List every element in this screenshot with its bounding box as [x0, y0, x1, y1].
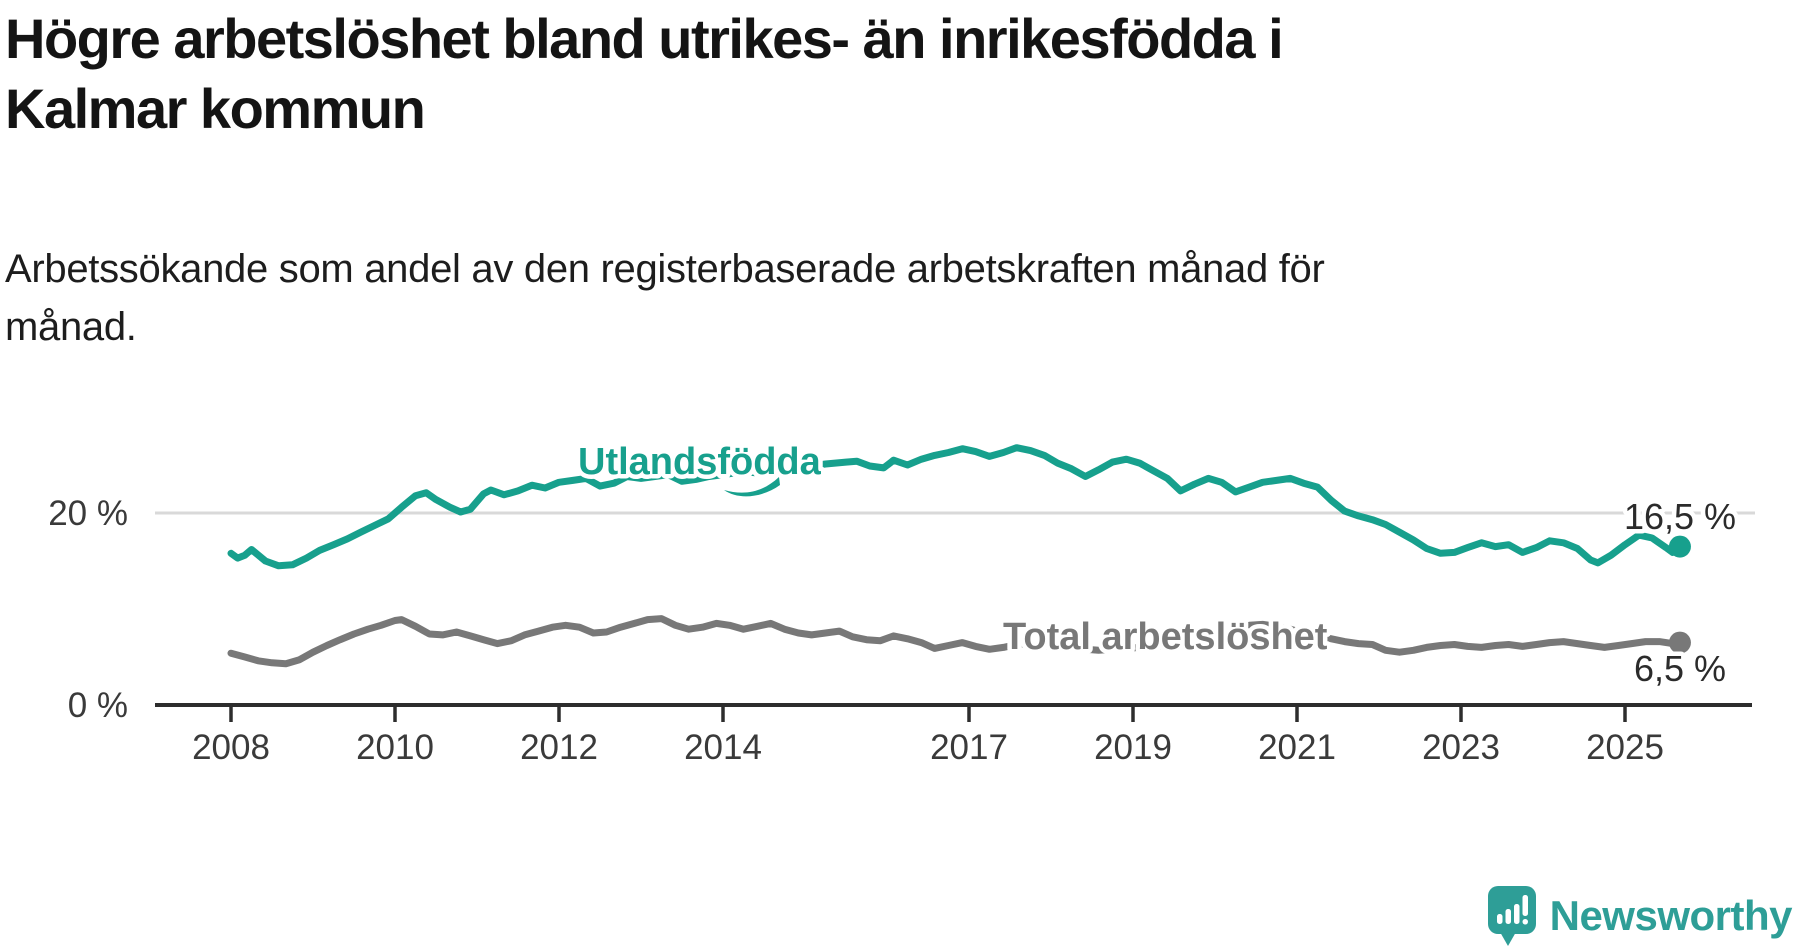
x-tick-label-2021: 2021: [1258, 728, 1336, 767]
chart-subtitle: Arbetssökande som andel av den registerb…: [5, 240, 1325, 356]
x-axis-ticks: 2008 2010 2012 2014 2017 2019 2021 2023 2025: [192, 705, 1664, 767]
series-end-dot-1: [1668, 631, 1691, 654]
x-tick-label-2014: 2014: [684, 728, 762, 767]
title-line-1: Högre arbetslöshet bland utrikes- än inr…: [5, 7, 1284, 70]
title-line-2: Kalmar kommun: [5, 77, 426, 140]
data-series: [227, 444, 1691, 668]
subtitle-line-2: månad.: [5, 305, 137, 349]
y-tick-label-0: 0 %: [68, 686, 128, 725]
end-value-label-total: 6,5 %: [1634, 648, 1726, 689]
y-tick-label-20: 20 %: [48, 494, 128, 533]
newsworthy-logo: Newsworthy: [1487, 886, 1793, 946]
x-tick-label-2017: 2017: [930, 728, 1008, 767]
series-line-0: [227, 444, 1684, 570]
series-line-1: [227, 615, 1684, 668]
x-tick-label-2019: 2019: [1094, 728, 1172, 767]
x-tick-label-2025: 2025: [1586, 728, 1664, 767]
x-tick-label-2012: 2012: [520, 728, 598, 767]
x-tick-label-2023: 2023: [1422, 728, 1500, 767]
x-tick-label-2010: 2010: [356, 728, 434, 767]
end-value-label-utlandsfodda: 16,5 %: [1624, 496, 1736, 537]
series-label-utlandsfodda: Utlandsfödda: [578, 441, 822, 483]
newsworthy-logo-text: Newsworthy: [1549, 892, 1793, 939]
page-title: Högre arbetslöshet bland utrikes- än inr…: [5, 4, 1284, 144]
y-axis-labels: 0 % 20 %: [48, 494, 128, 725]
series-label-total-arbetsloshet: Total arbetslöshet: [1003, 616, 1328, 658]
newsworthy-bubble-chart-icon: [1487, 886, 1536, 946]
utlandsfodda-label-arrow-icon: [724, 477, 780, 497]
series-end-dot-0: [1668, 535, 1691, 558]
subtitle-line-1: Arbetssökande som andel av den registerb…: [5, 247, 1325, 291]
x-tick-label-2008: 2008: [192, 728, 270, 767]
